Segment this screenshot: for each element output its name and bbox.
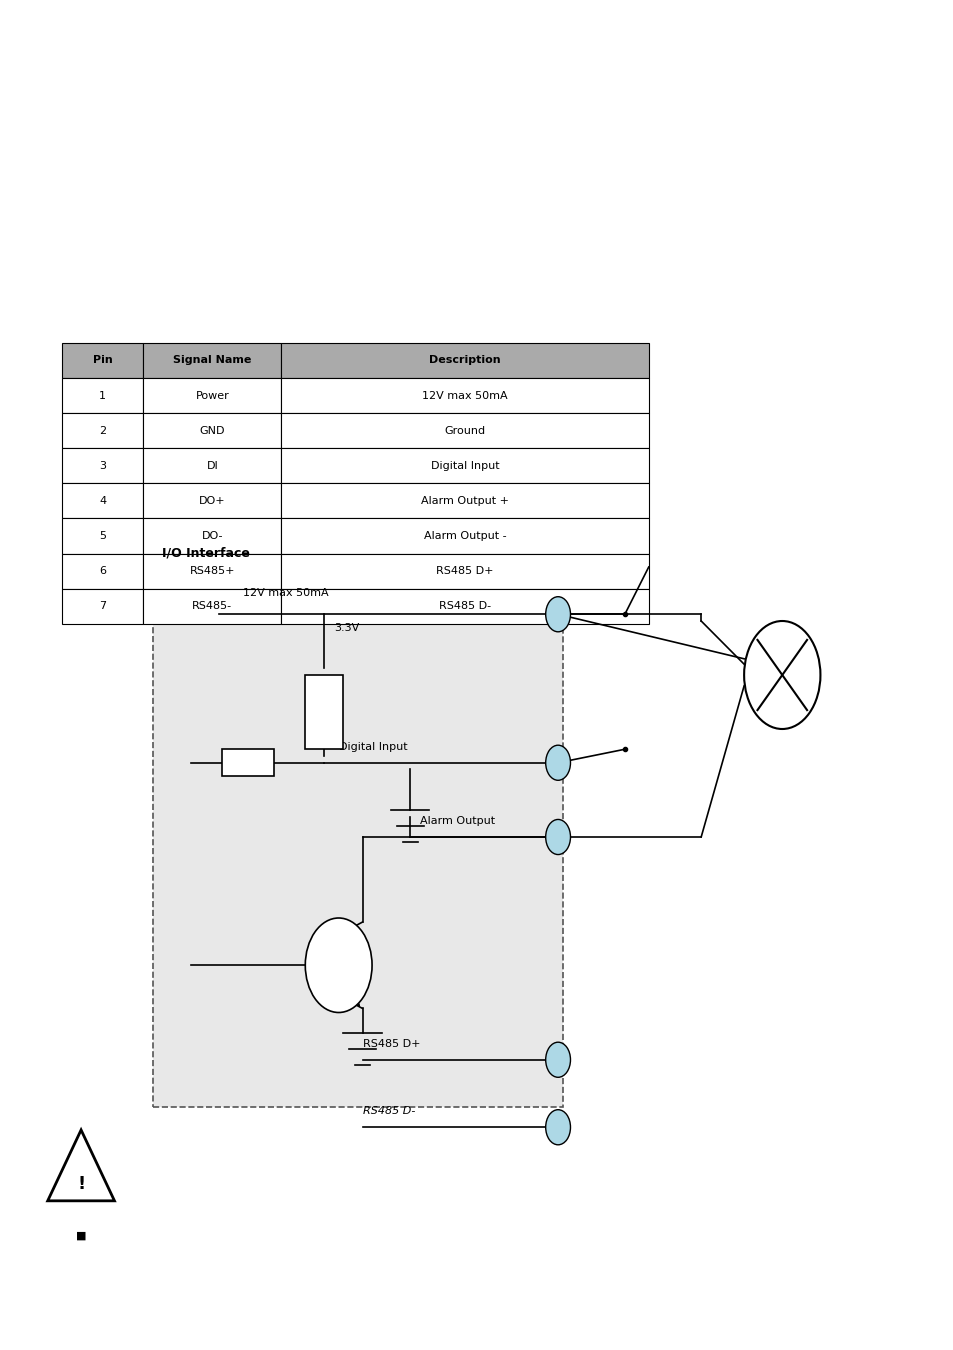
Text: 2: 2: [99, 425, 106, 436]
FancyBboxPatch shape: [281, 589, 648, 624]
Circle shape: [545, 597, 570, 632]
FancyBboxPatch shape: [143, 589, 281, 624]
FancyBboxPatch shape: [62, 413, 143, 448]
Text: Ground: Ground: [444, 425, 485, 436]
FancyBboxPatch shape: [62, 554, 143, 589]
FancyBboxPatch shape: [281, 378, 648, 413]
FancyBboxPatch shape: [62, 448, 143, 483]
Circle shape: [743, 621, 820, 729]
Circle shape: [545, 819, 570, 855]
Text: Alarm Output +: Alarm Output +: [420, 495, 509, 506]
FancyBboxPatch shape: [143, 378, 281, 413]
FancyBboxPatch shape: [62, 589, 143, 624]
FancyBboxPatch shape: [62, 518, 143, 553]
FancyBboxPatch shape: [143, 343, 281, 378]
Text: DI: DI: [206, 460, 218, 471]
Text: GND: GND: [199, 425, 225, 436]
FancyBboxPatch shape: [221, 749, 274, 776]
FancyBboxPatch shape: [281, 413, 648, 448]
Text: 7: 7: [99, 601, 106, 612]
Text: Digital Input: Digital Input: [431, 460, 498, 471]
FancyBboxPatch shape: [143, 554, 281, 589]
Text: RS485 D+: RS485 D+: [362, 1040, 419, 1049]
Text: 1: 1: [99, 390, 106, 401]
Text: DO-: DO-: [201, 531, 223, 541]
Text: RS485+: RS485+: [190, 566, 234, 576]
FancyBboxPatch shape: [143, 413, 281, 448]
FancyBboxPatch shape: [143, 483, 281, 518]
FancyBboxPatch shape: [281, 518, 648, 553]
Circle shape: [545, 1042, 570, 1077]
Text: !: !: [77, 1176, 85, 1193]
FancyBboxPatch shape: [152, 513, 562, 1107]
Text: Description: Description: [429, 355, 500, 366]
Text: ■: ■: [75, 1230, 87, 1241]
Text: Alarm Output: Alarm Output: [419, 817, 495, 826]
Text: Signal Name: Signal Name: [172, 355, 252, 366]
Circle shape: [545, 1110, 570, 1145]
Text: I/O Interface: I/O Interface: [162, 547, 250, 560]
Text: 6: 6: [99, 566, 106, 576]
Text: RS485-: RS485-: [192, 601, 233, 612]
Text: Alarm Output -: Alarm Output -: [423, 531, 506, 541]
Text: Pin: Pin: [92, 355, 112, 366]
Circle shape: [545, 745, 570, 780]
Text: 12V max 50mA: 12V max 50mA: [422, 390, 507, 401]
FancyBboxPatch shape: [62, 378, 143, 413]
Text: Digital Input: Digital Input: [338, 743, 407, 752]
FancyBboxPatch shape: [143, 448, 281, 483]
FancyBboxPatch shape: [281, 343, 648, 378]
FancyBboxPatch shape: [281, 483, 648, 518]
Text: DO+: DO+: [199, 495, 225, 506]
Text: RS485 D-: RS485 D-: [438, 601, 491, 612]
Text: 4: 4: [99, 495, 106, 506]
Text: 3: 3: [99, 460, 106, 471]
FancyBboxPatch shape: [62, 483, 143, 518]
Text: Power: Power: [195, 390, 229, 401]
Text: RS485 D-: RS485 D-: [362, 1107, 415, 1116]
FancyBboxPatch shape: [143, 518, 281, 553]
FancyBboxPatch shape: [281, 448, 648, 483]
Text: 3.3V: 3.3V: [334, 622, 358, 633]
FancyBboxPatch shape: [62, 343, 143, 378]
Text: 12V max 50mA: 12V max 50mA: [243, 589, 329, 598]
FancyBboxPatch shape: [305, 675, 343, 749]
Text: RS485 D+: RS485 D+: [436, 566, 494, 576]
FancyBboxPatch shape: [281, 554, 648, 589]
Circle shape: [305, 918, 372, 1012]
Text: 5: 5: [99, 531, 106, 541]
